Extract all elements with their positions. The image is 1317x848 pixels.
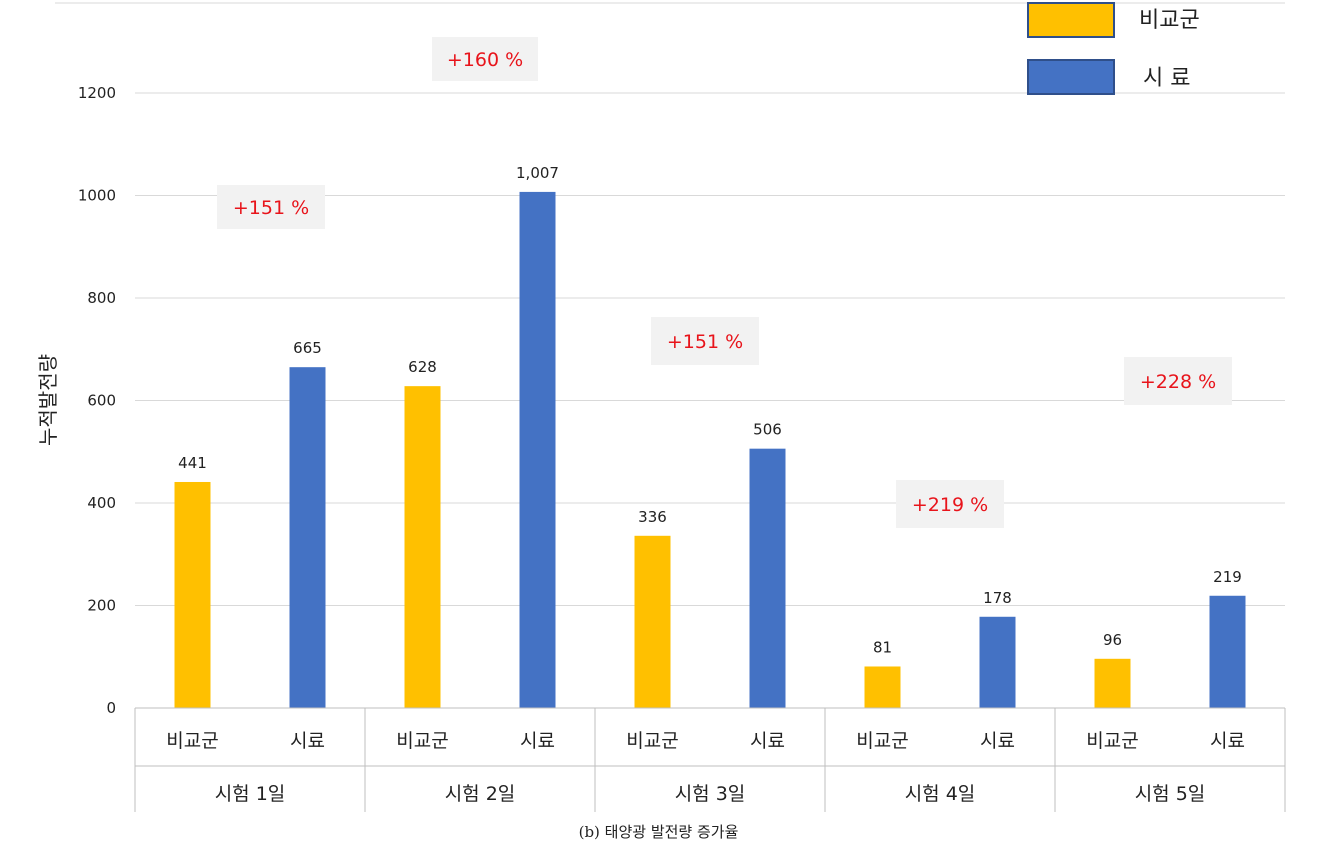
data-label: 665	[293, 339, 322, 357]
data-label: 178	[983, 589, 1012, 607]
data-label: 1,007	[516, 164, 559, 182]
bar	[404, 386, 441, 708]
gridlines	[55, 2, 1285, 606]
increase-annotation-box	[1124, 357, 1232, 405]
annotations: +151 % +160 % +151 % +219 % +228 %	[217, 37, 1232, 528]
increase-annotation-box	[896, 480, 1004, 528]
y-tick-label: 200	[87, 597, 116, 615]
category-label: 시료	[980, 730, 1015, 752]
legend-label: 비교군	[1139, 8, 1200, 33]
category-label: 시료	[290, 730, 325, 752]
data-label: 506	[753, 421, 782, 439]
y-tick-label: 600	[87, 392, 116, 410]
group-label: 시험 4일	[905, 783, 976, 805]
category-label: 비교군	[396, 730, 448, 752]
category-label: 시료	[750, 730, 785, 752]
data-label: 96	[1103, 631, 1122, 649]
bar	[634, 535, 671, 708]
bar	[864, 666, 901, 708]
bar	[1209, 595, 1246, 708]
bar	[1094, 658, 1131, 708]
legend-swatch	[1027, 59, 1115, 95]
group-label: 시험 3일	[675, 783, 746, 805]
data-label: 441	[178, 454, 207, 472]
category-label: 시료	[1210, 730, 1245, 752]
y-axis: 0 200 400 600 800 1000 1200	[78, 84, 116, 717]
y-tick-label: 400	[87, 494, 116, 512]
y-axis-label: 누적발전량	[36, 354, 60, 446]
bar	[174, 481, 211, 708]
group-label: 시험 2일	[445, 783, 516, 805]
increase-annotation: +151 %	[667, 331, 743, 353]
increase-annotation-box	[217, 185, 325, 229]
bar-chart: 0 200 400 600 800 1000 1200 441 665 628 1,007 336 5…	[36, 2, 1286, 812]
increase-annotation-box	[651, 317, 759, 365]
y-tick-label: 1200	[78, 84, 116, 102]
increase-annotation-box	[432, 37, 538, 81]
bar	[519, 191, 556, 709]
y-tick-label: 1000	[78, 187, 116, 205]
increase-annotation: +228 %	[1140, 371, 1216, 393]
legend-swatch	[1027, 2, 1115, 38]
data-label: 219	[1213, 568, 1242, 586]
increase-annotation: +160 %	[447, 49, 523, 71]
category-label: 비교군	[856, 730, 908, 752]
category-label: 시료	[520, 730, 555, 752]
bars: 441 665 628 1,007 336 506 81 178 96 219	[174, 164, 1246, 709]
data-label: 336	[638, 508, 667, 526]
figure-caption: (b) 태양광 발전량 증가율	[578, 823, 739, 841]
data-label: 628	[408, 358, 437, 376]
y-tick-label: 0	[106, 699, 116, 717]
bar	[749, 448, 786, 708]
bar	[289, 367, 326, 708]
category-label: 비교군	[166, 730, 218, 752]
data-label: 81	[873, 638, 892, 656]
bar	[979, 616, 1016, 708]
category-label: 비교군	[626, 730, 678, 752]
category-label: 비교군	[1086, 730, 1138, 752]
increase-annotation: +219 %	[912, 494, 988, 516]
group-label: 시험 5일	[1135, 783, 1206, 805]
group-label: 시험 1일	[215, 783, 286, 805]
y-tick-label: 800	[87, 289, 116, 307]
increase-annotation: +151 %	[233, 197, 309, 219]
legend-label: 시 료	[1143, 66, 1190, 91]
